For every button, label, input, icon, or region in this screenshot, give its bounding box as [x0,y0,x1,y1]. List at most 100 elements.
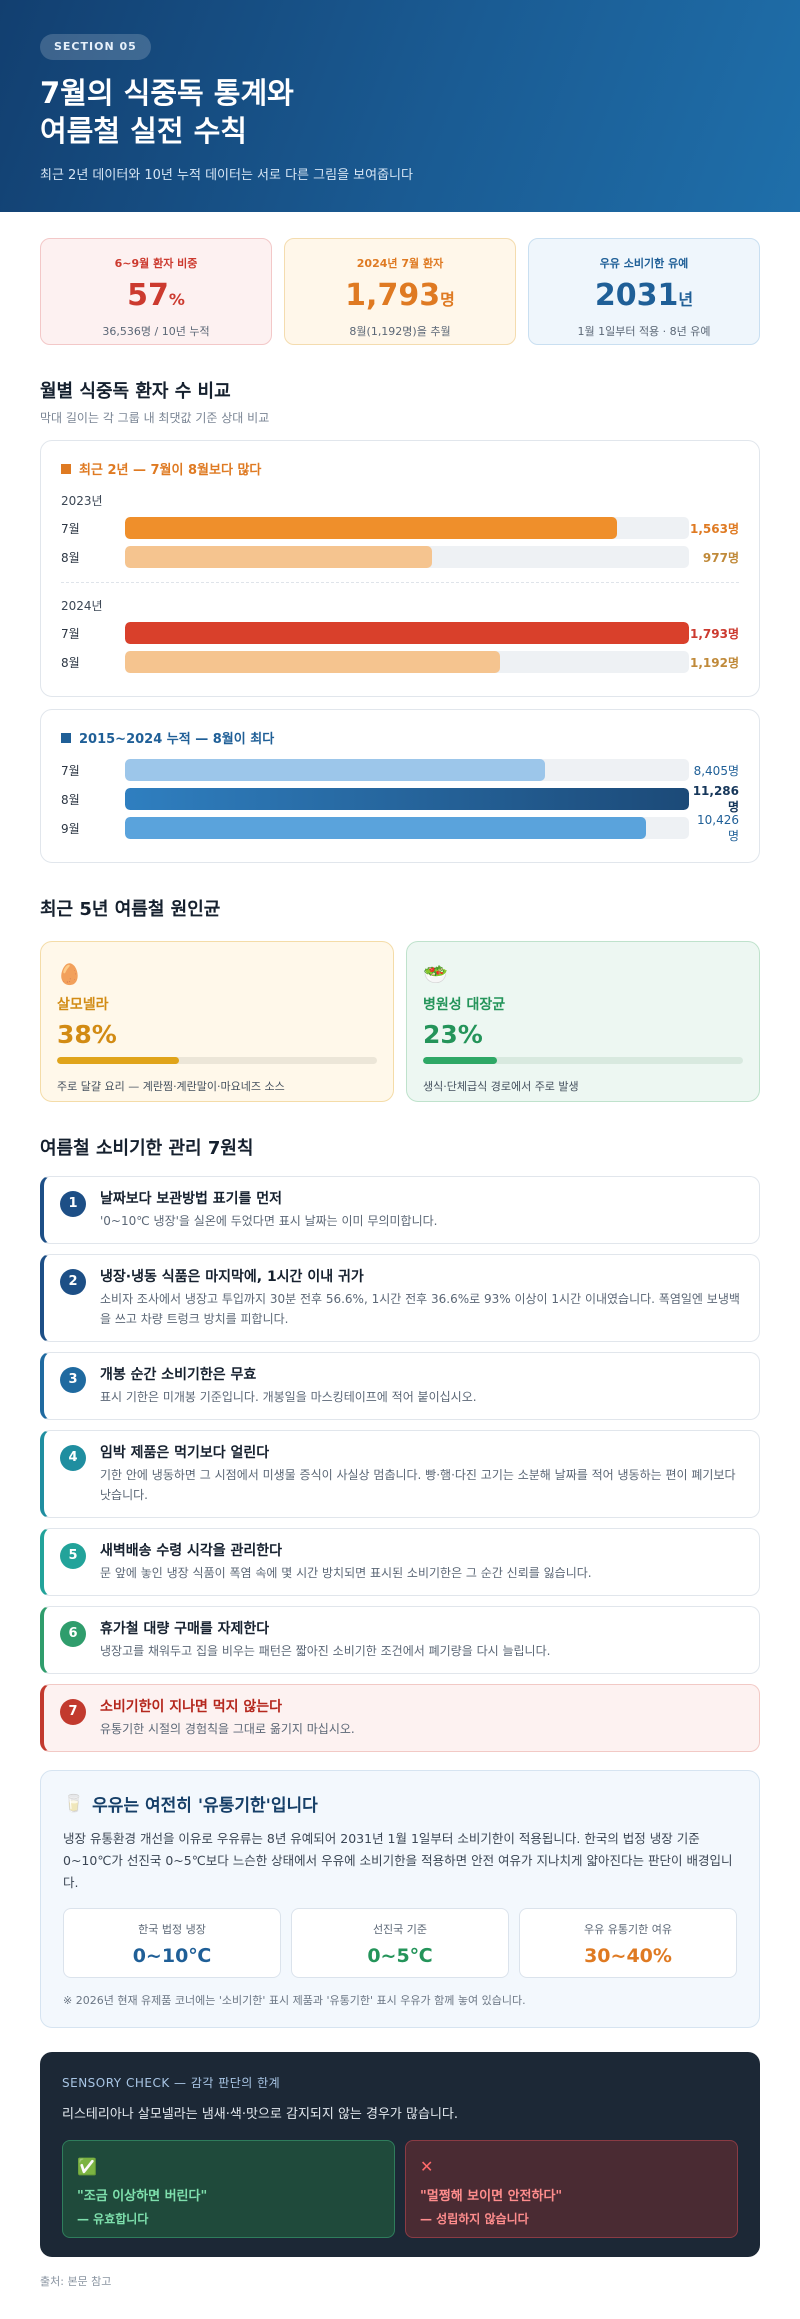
title-line-1: 7월의 식중독 통계와 [40,76,294,110]
rules-list: 1 날짜보다 보관방법 표기를 먼저 '0~10℃ 냉장'을 실온에 두었다면 표시… [40,1176,760,1752]
bar-value: 1,192명 [690,655,739,670]
pathogen-desc: 생식·단체급식 경로에서 주로 발생 [423,1080,579,1093]
bar-cum-sep [125,817,647,839]
rule-desc: 기한 안에 냉동하면 그 시점에서 미생물 증식이 사실상 멈춥니다. 빵·햄·… [100,1468,736,1502]
bar-label: 8월 [61,655,80,670]
stat-cards: 6~9월 환자 비중 57% 36,536명 / 10년 누적 2024년 7월… [40,238,760,345]
bar-2024-jul [125,622,689,644]
square-marker-icon [61,463,71,474]
stat-card-summer-share: 6~9월 환자 비중 57% 36,536명 / 10년 누적 [40,238,272,345]
bar-label: 8월 [61,792,80,807]
pathogen-percent: 38% [57,1020,117,1049]
square-marker-icon [61,732,71,743]
stat-sub: 1월 1일부터 적용 · 8년 유예 [577,325,711,338]
page-title: 7월의 식중독 통계와 여름철 실전 수칙 [40,74,760,150]
pathogen-name: 살모넬라 [57,997,109,1013]
rule-title: 날짜보다 보관방법 표기를 먼저 [100,1191,283,1207]
salad-icon: 🥗 [423,962,448,986]
bar-row: 8월 1,192명 [61,651,739,673]
milk-stat-boxes: 한국 법정 냉장 0~10℃ 선진국 기준 0~5℃ 우유 유통기한 여유 30~40… [63,1908,737,1978]
pathogen-share-fill-0 [57,1057,179,1064]
monthly-section-title: 월별 식중독 환자 수 비교 [40,381,231,402]
bar-row: 7월 8,405명 [61,759,739,781]
milk-body: 냉장 유통환경 개선을 이유로 우유류는 8년 유예되어 2031년 1월 1일… [63,1831,733,1890]
bar-cum-aug [125,788,689,810]
egg-icon: 🥚 [57,962,82,986]
stat-value: 2031년 [594,278,694,313]
bar-track [125,622,689,644]
pathogen-cards: 🥚 살모넬라 38% 주로 달걀 요리 — 계란찜·계란말이·마요네즈 소스 🥗… [40,941,760,1102]
bar-label: 9월 [61,821,80,836]
pathogen-desc: 주로 달걀 요리 — 계란찜·계란말이·마요네즈 소스 [57,1080,285,1093]
rule-desc: 냉장고를 채워두고 집을 비우는 패턴은 짧아진 소비기한 조건에서 폐기량을 … [100,1644,551,1658]
rule-number: 1 [60,1191,86,1217]
rule-title: 냉장·냉동 식품은 마지막에, 1시간 이내 귀가 [100,1269,364,1285]
bar-track [125,546,689,568]
bar-track [125,517,689,539]
recent-bars-panel: 최근 2년 — 7월이 8월보다 많다 2023년 7월 1,563명 8월 9… [40,440,760,697]
bar-track [125,759,689,781]
bar-value: 977명 [702,550,739,565]
rule-item-7: 7 소비기한이 지나면 먹지 않는다 유통기한 시절의 경험칙을 그대로 옮기지 마… [40,1684,760,1752]
hero-banner: SECTION 05 7월의 식중독 통계와 여름철 실전 수칙 최근 2년 데… [0,0,800,212]
rule-number: 2 [60,1269,86,1295]
rule-number: 3 [60,1367,86,1393]
sensory-verdict: — 유효합니다 [77,2212,149,2226]
title-line-2: 여름철 실전 수칙 [40,114,247,148]
stat-value: 57% [127,278,185,313]
pathogen-share-fill-1 [423,1057,497,1064]
sensory-header: SENSORY CHECK — 감각 판단의 한계 [62,2076,281,2090]
pathogen-percent: 23% [423,1020,483,1049]
bar-track [125,651,689,673]
rule-title: 임박 제품은 먹기보다 얼린다 [100,1445,270,1461]
bar-value: 1,793명 [690,626,739,641]
rule-item-5: 5 새벽배송 수령 시각을 관리한다 문 앞에 놓인 냉장 식품이 폭염 속에 몇 … [40,1528,760,1596]
bar-row: 8월 977명 [61,546,739,568]
bar-2023-aug [125,546,433,568]
bar-label: 8월 [61,550,80,565]
stat-label: 우유 소비기한 유예 [599,257,689,270]
bar-track [125,788,689,810]
pathogen-name: 병원성 대장균 [423,997,506,1013]
rule-number: 7 [60,1699,86,1725]
pathogen-card-salmonella: 🥚 살모넬라 38% 주로 달걀 요리 — 계란찜·계란말이·마요네즈 소스 [40,941,394,1102]
rules-section-title: 여름철 소비기한 관리 7원칙 [40,1138,254,1159]
bar-label: 7월 [61,763,80,778]
bar-value: 8,405명 [693,763,739,778]
sensory-card-invalid: ✕ "멀쩡해 보이면 안전하다" — 성립하지 않습니다 [405,2140,738,2238]
milk-box-margin: 우유 유통기한 여유 30~40% [519,1908,737,1978]
divider [61,582,739,583]
sensory-body: 리스테리아나 살모넬라는 냄새·색·맛으로 감지되지 않는 경우가 많습니다. [62,2107,458,2122]
sensory-quote: "조금 이상하면 버린다" [77,2189,208,2204]
rule-title: 소비기한이 지나면 먹지 않는다 [100,1699,283,1715]
rule-desc: 소비자 조사에서 냉장고 투입까지 30분 전후 56.6%, 1시간 전후 3… [100,1292,740,1326]
rule-item-1: 1 날짜보다 보관방법 표기를 먼저 '0~10℃ 냉장'을 실온에 두었다면 표시… [40,1176,760,1244]
rule-number: 4 [60,1445,86,1471]
bar-row: 9월 10,426명 [61,813,739,843]
milk-note: ※ 2026년 현재 유제품 코너에는 '소비기한' 표시 제품과 '유통기한'… [63,1994,526,2007]
rule-item-3: 3 개봉 순간 소비기한은 무효 표시 기한은 미개봉 기준입니다. 개봉일을 마스… [40,1352,760,1420]
recent-panel-title: 최근 2년 — 7월이 8월보다 많다 [61,459,739,478]
milk-box-developed: 선진국 기준 0~5℃ [291,1908,509,1978]
source-note: 출처: 본문 참고 [40,2275,112,2288]
stat-value: 1,793명 [345,278,455,313]
pathogen-section-title: 최근 5년 여름철 원인균 [40,899,221,920]
rule-title: 개봉 순간 소비기한은 무효 [100,1367,257,1383]
cumulative-panel-title: 2015~2024 누적 — 8월이 최다 [61,728,739,747]
rule-number: 5 [60,1543,86,1569]
bar-row: 7월 1,793명 [61,622,739,644]
rule-number: 6 [60,1621,86,1647]
milk-icon: 🥛 [63,1793,85,1814]
cumulative-bars-panel: 2015~2024 누적 — 8월이 최다 7월 8,405명 8월 11,28… [40,709,760,863]
milk-title: 🥛 우유는 여전히 '유통기한'입니다 [63,1793,318,1817]
rule-title: 새벽배송 수령 시각을 관리한다 [100,1543,283,1559]
milk-callout: 🥛 우유는 여전히 '유통기한'입니다 냉장 유통환경 개선을 이유로 우유류는… [40,1770,760,2028]
bar-value: 1,563명 [690,521,739,536]
stat-sub: 8월(1,192명)을 추월 [349,325,451,338]
stat-label: 6~9월 환자 비중 [114,257,198,270]
stat-card-milk-grace: 우유 소비기한 유예 2031년 1월 1일부터 적용 · 8년 유예 [528,238,760,345]
sensory-check-panel: SENSORY CHECK — 감각 판단의 한계 리스테리아나 살모넬라는 냄… [40,2052,760,2257]
bar-label: 7월 [61,521,80,536]
